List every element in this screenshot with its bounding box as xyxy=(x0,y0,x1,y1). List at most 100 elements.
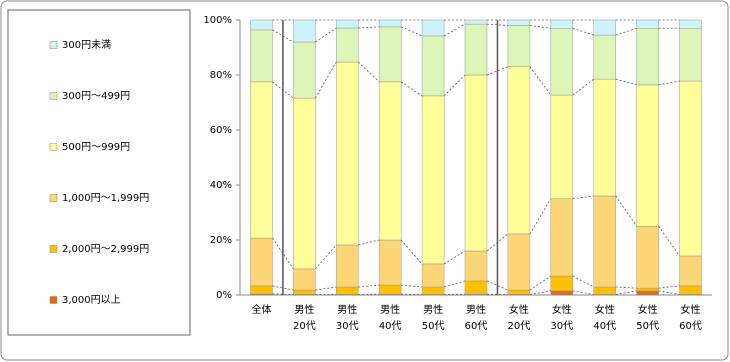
bar-segment xyxy=(593,286,616,295)
bar-segment xyxy=(550,28,574,96)
legend-label: 300円未満 xyxy=(62,39,111,51)
bar-segment xyxy=(336,286,359,295)
bar-segment xyxy=(636,84,659,227)
series-connector xyxy=(572,78,594,96)
x-tick-label: 50代 xyxy=(636,320,659,332)
bar-segment xyxy=(550,275,574,292)
x-tick-label: 女性 xyxy=(595,303,615,316)
legend-swatch xyxy=(49,245,58,253)
y-tick-label: 0% xyxy=(216,290,232,301)
bar-segment xyxy=(378,19,402,28)
series-connector xyxy=(315,27,337,43)
bar-segment xyxy=(464,74,488,252)
x-tick-label: 女性 xyxy=(509,303,529,316)
legend-swatch xyxy=(49,143,58,151)
x-tick-label: 女性 xyxy=(552,303,572,316)
y-tick-label: 40% xyxy=(210,180,232,191)
x-tick-label: 60代 xyxy=(679,320,702,332)
bar-segment xyxy=(250,237,273,287)
x-tick-label: 30代 xyxy=(550,320,573,332)
series-connector xyxy=(529,275,552,291)
legend-label: 300円～499円 xyxy=(62,91,130,102)
bar-segment xyxy=(507,25,531,67)
series-connector xyxy=(401,284,423,288)
x-tick-label: 男性 xyxy=(294,303,314,316)
legend-swatch xyxy=(49,296,58,304)
bar-segment xyxy=(593,78,616,197)
bar-segment xyxy=(679,285,702,295)
x-tick-label: 男性 xyxy=(423,303,443,316)
bar-segment xyxy=(378,239,402,286)
legend-swatch xyxy=(49,194,58,202)
series-connector xyxy=(615,286,637,289)
x-tick-label: 20代 xyxy=(508,320,531,332)
legend-label: 500円～999円 xyxy=(62,142,130,153)
series-connector xyxy=(400,81,423,97)
legend-swatch xyxy=(49,92,58,100)
bar-segment xyxy=(421,35,445,97)
bar-segment xyxy=(464,23,488,76)
series-connector xyxy=(315,244,337,270)
bar-segment xyxy=(378,284,402,295)
bar-segment xyxy=(250,81,273,239)
series-connector xyxy=(272,285,294,291)
x-tick-label: 女性 xyxy=(681,303,701,316)
bar-segment xyxy=(593,195,616,288)
x-tick-label: 男性 xyxy=(380,303,400,316)
series-connector xyxy=(658,80,680,86)
bar-segment xyxy=(378,26,402,83)
bar-segment xyxy=(679,80,702,257)
legend-label: 3,000円以上 xyxy=(62,294,121,306)
bar-segment xyxy=(507,66,531,235)
bar-segment xyxy=(636,290,659,296)
y-tick-label: 80% xyxy=(210,70,232,81)
bar-segment xyxy=(293,97,316,270)
bar-segment xyxy=(250,29,273,83)
y-tick-label: 100% xyxy=(203,15,232,26)
series-connector xyxy=(315,286,337,291)
bar-segment xyxy=(250,19,273,31)
bar-segment xyxy=(293,268,316,291)
series-connector xyxy=(443,250,466,265)
bar-segment xyxy=(464,280,488,295)
bar-segment xyxy=(636,287,659,292)
series-connector xyxy=(529,25,551,29)
series-connector xyxy=(357,61,380,83)
bar-segment xyxy=(421,95,445,265)
series-connector xyxy=(358,284,380,288)
bar-segment xyxy=(293,41,316,99)
bar-segment xyxy=(593,34,616,80)
bar-segment xyxy=(679,19,702,29)
bar-segment xyxy=(421,19,445,37)
bar-segment xyxy=(336,19,359,29)
x-tick-label: 全体 xyxy=(251,303,271,316)
series-connector xyxy=(615,290,637,295)
bar-segment xyxy=(421,286,445,295)
bar-segment xyxy=(293,289,316,295)
legend-label: 2,000円～2,999円 xyxy=(62,244,149,255)
x-tick-label: 男性 xyxy=(466,303,486,316)
x-tick-label: 女性 xyxy=(638,303,658,316)
series-connector xyxy=(658,290,680,295)
x-tick-label: 男性 xyxy=(337,303,357,316)
bar-segment xyxy=(336,61,359,246)
series-connector xyxy=(400,239,423,265)
series-connector xyxy=(272,293,294,295)
series-connector xyxy=(315,61,337,99)
x-tick-label: 60代 xyxy=(465,320,488,332)
bar-segment xyxy=(550,94,574,199)
series-connector xyxy=(443,23,466,37)
x-tick-label: 30代 xyxy=(336,320,359,332)
bar-segment xyxy=(550,198,574,277)
legend-label: 1,000円～1,999円 xyxy=(62,193,149,204)
bar-segment xyxy=(679,28,702,82)
bar-segment xyxy=(679,255,702,287)
y-tick-label: 60% xyxy=(210,125,232,136)
bar-segment xyxy=(378,81,402,241)
x-tick-label: 40代 xyxy=(379,320,402,332)
legend-box xyxy=(7,9,191,336)
bar-segment xyxy=(550,290,574,296)
bar-segment xyxy=(336,244,359,288)
